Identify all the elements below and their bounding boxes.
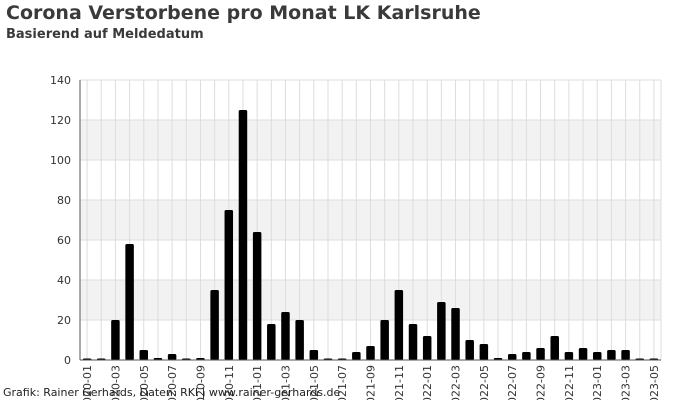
- bar-2022-10: [550, 336, 559, 360]
- x-tick-label: 2020-07: [166, 365, 179, 400]
- x-tick-label: 2022-03: [450, 365, 463, 400]
- bar-2022-04: [465, 340, 474, 360]
- bar-2020-10: [210, 290, 219, 360]
- bar-2023-02: [607, 350, 616, 360]
- bar-2022-01: [422, 336, 432, 360]
- x-tick-label: 2023-05: [648, 365, 661, 400]
- bar-2022-08: [522, 352, 531, 360]
- x-tick-label: 2021-11: [393, 365, 406, 400]
- y-tick-label: 100: [50, 154, 71, 167]
- x-tick-label: 2022-01: [421, 365, 434, 400]
- chart-subtitle: Basierend auf Meldedatum: [6, 27, 204, 42]
- bar-2021-08: [352, 352, 361, 360]
- bar-2022-09: [536, 348, 545, 360]
- x-tick-label: 2021-01: [251, 365, 264, 400]
- bar-2022-05: [479, 344, 489, 360]
- x-tick-label: 2020-11: [223, 365, 236, 400]
- bar-2020-12: [238, 110, 248, 360]
- y-tick-label: 120: [50, 114, 71, 127]
- y-tick-label: 60: [57, 234, 71, 247]
- bar-2020-07: [167, 354, 177, 360]
- bar-2021-12: [408, 324, 418, 360]
- bar-2020-11: [224, 210, 234, 360]
- x-tick-label: 2022-05: [478, 365, 491, 400]
- x-tick-label: 2022-07: [506, 365, 519, 400]
- bar-2020-05: [139, 350, 149, 360]
- x-tick-label: 2020-01: [81, 365, 94, 400]
- x-tick-label: 2020-03: [109, 365, 122, 400]
- bar-2021-11: [394, 290, 404, 360]
- x-tick-label: 2020-05: [138, 365, 151, 400]
- bar-2021-05: [309, 350, 319, 360]
- bar-2020-04: [125, 244, 134, 360]
- bar-2021-10: [380, 320, 389, 360]
- x-tick-label: 2021-05: [308, 365, 321, 400]
- x-tick-label: 2021-03: [279, 365, 292, 400]
- bar-2021-02: [267, 324, 276, 360]
- x-tick-label: 2023-01: [591, 365, 604, 400]
- x-tick-label: 2021-07: [336, 365, 349, 400]
- y-tick-label: 140: [50, 74, 71, 87]
- y-tick-label: 0: [64, 354, 71, 367]
- bar-2022-07: [507, 354, 517, 360]
- bar-2022-11: [564, 352, 574, 360]
- y-tick-label: 20: [57, 314, 71, 327]
- bar-2021-09: [366, 346, 375, 360]
- x-tick-label: 2022-11: [563, 365, 576, 400]
- bar-2022-12: [578, 348, 588, 360]
- x-tick-label: 2020-09: [194, 365, 207, 400]
- bar-2022-03: [451, 308, 460, 360]
- x-tick-label: 2023-03: [620, 365, 633, 400]
- y-tick-label: 40: [57, 274, 71, 287]
- bar-2021-04: [295, 320, 304, 360]
- bar-2022-02: [437, 302, 446, 360]
- bar-2021-03: [281, 312, 290, 360]
- x-tick-label: 2022-09: [535, 365, 548, 400]
- x-tick-label: 2021-09: [365, 365, 378, 400]
- bar-2023-01: [592, 352, 602, 360]
- y-tick-label: 80: [57, 194, 71, 207]
- chart-title: Corona Verstorbene pro Monat LK Karlsruh…: [6, 2, 481, 24]
- source-credit: Grafik: Rainer Gerhards, Daten: RKI | ww…: [3, 386, 341, 399]
- bar-2023-03: [621, 350, 630, 360]
- bar-2020-03: [111, 320, 120, 360]
- bar-2021-01: [252, 232, 262, 360]
